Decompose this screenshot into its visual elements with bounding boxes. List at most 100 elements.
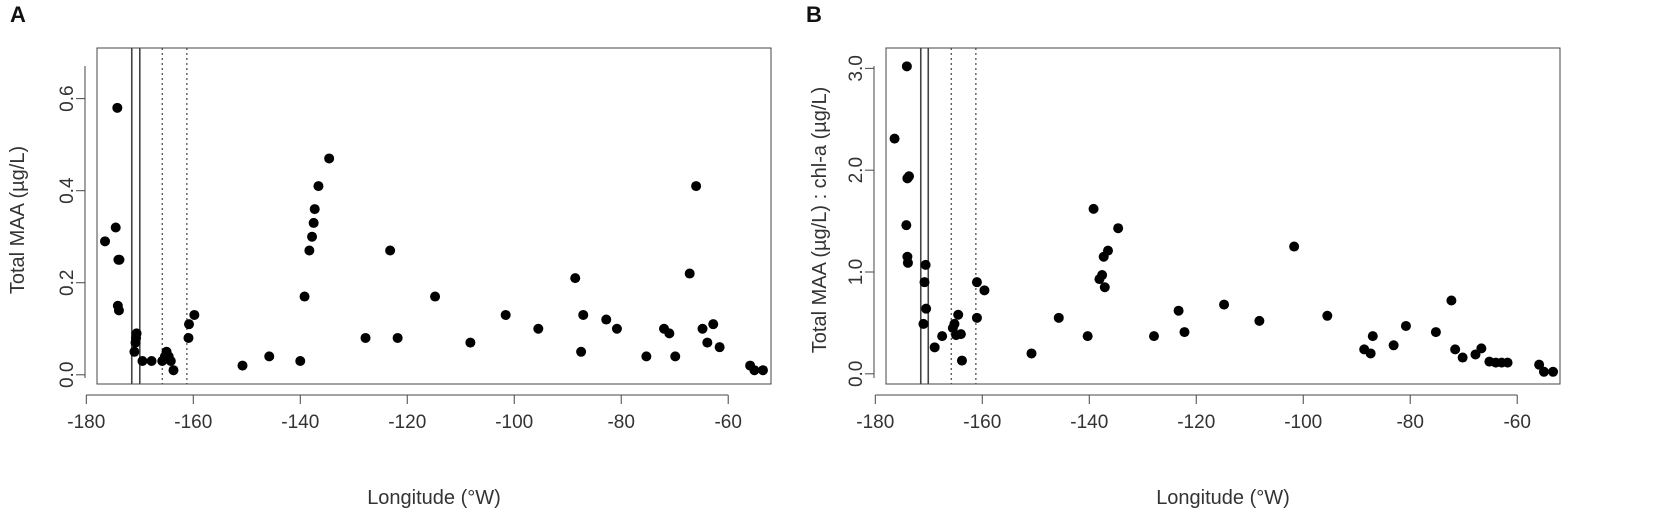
data-point — [611, 323, 622, 334]
y-axis-title: Total MAA (µg/L) — [7, 146, 29, 294]
data-point — [955, 329, 966, 340]
data-point — [937, 331, 948, 342]
data-point — [500, 309, 511, 320]
data-point — [184, 319, 195, 330]
data-point — [533, 323, 544, 334]
data-point — [641, 351, 652, 362]
data-point — [129, 346, 140, 357]
y-tick-label: 0.0 — [846, 361, 867, 387]
data-point — [392, 332, 403, 343]
data-point — [113, 305, 124, 316]
data-point — [949, 318, 960, 329]
x-tick-label: -180 — [67, 412, 105, 433]
data-point — [110, 222, 121, 233]
data-point — [1173, 305, 1184, 316]
x-tick-label: -80 — [607, 412, 634, 433]
x-tick-label: -60 — [714, 412, 741, 433]
y-tick-label: 1.0 — [846, 259, 867, 285]
data-point — [1026, 348, 1037, 359]
data-point — [114, 254, 125, 265]
data-point — [889, 133, 900, 144]
data-point — [324, 153, 335, 164]
data-point — [918, 318, 929, 329]
plot-frame — [96, 47, 772, 385]
data-point — [385, 245, 396, 256]
data-point — [313, 181, 324, 192]
data-point — [691, 181, 702, 192]
x-tick-label: -100 — [1284, 412, 1322, 433]
data-point — [1430, 327, 1441, 338]
data-point — [1097, 270, 1108, 281]
x-tick-label: -120 — [1177, 412, 1215, 433]
data-point — [1388, 340, 1399, 351]
data-point — [570, 273, 581, 284]
data-point — [1365, 348, 1376, 359]
data-point — [979, 285, 990, 296]
data-point — [309, 204, 320, 215]
data-point — [702, 337, 713, 348]
panel-a: A -180 -160 -140 -120 -100 -80 -60 0.0 0.2 0.4 0.6 L… — [7, 2, 772, 509]
data-point — [168, 365, 179, 376]
panel-letter: B — [806, 2, 822, 27]
x-tick-label: -140 — [1070, 412, 1108, 433]
data-point — [165, 355, 176, 366]
data-point — [929, 342, 940, 353]
y-tick-label: 0.6 — [57, 85, 78, 111]
data-point — [430, 291, 441, 302]
panel-b: B -180 -160 -140 -120 -100 -80 -60 0.0 1.0 2.0 3.0 L… — [806, 2, 1561, 509]
data-point — [1179, 327, 1190, 338]
x-tick-label: -80 — [1396, 412, 1423, 433]
data-point — [183, 332, 194, 343]
x-axis-title: Longitude (°W) — [367, 487, 501, 509]
data-point — [1476, 343, 1487, 354]
data-point — [1548, 366, 1559, 377]
data-point — [904, 171, 915, 182]
data-point — [708, 319, 719, 330]
data-point — [749, 365, 760, 376]
data-point — [971, 312, 982, 323]
data-point — [137, 355, 148, 366]
data-point — [360, 332, 371, 343]
data-point — [1102, 245, 1113, 256]
data-point — [295, 355, 306, 366]
x-tick-label: -120 — [388, 412, 426, 433]
data-point — [757, 365, 768, 376]
data-point — [1367, 331, 1378, 342]
plot-frame — [885, 47, 1561, 385]
data-point — [576, 346, 587, 357]
data-point — [1219, 299, 1230, 310]
data-point — [664, 328, 675, 339]
data-point — [1457, 352, 1468, 363]
data-point — [953, 309, 964, 320]
data-point — [901, 220, 912, 231]
data-point — [902, 257, 913, 268]
data-point — [307, 231, 318, 242]
data-point — [1088, 203, 1099, 214]
data-point — [670, 351, 681, 362]
data-point — [714, 342, 725, 353]
data-point — [146, 355, 157, 366]
data-point — [189, 309, 200, 320]
data-point — [1289, 241, 1300, 252]
x-tick-label: -100 — [495, 412, 533, 433]
x-tick-label: -140 — [281, 412, 319, 433]
data-point — [901, 61, 912, 72]
data-point — [1053, 312, 1064, 323]
data-point — [308, 217, 319, 228]
y-tick-label: 0.0 — [57, 362, 78, 388]
data-point — [264, 351, 275, 362]
data-point — [971, 277, 982, 288]
data-point — [465, 337, 476, 348]
data-point — [1113, 223, 1124, 234]
data-point — [112, 102, 123, 113]
data-point — [304, 245, 315, 256]
data-point — [697, 323, 708, 334]
data-point — [131, 328, 142, 339]
data-point — [299, 291, 310, 302]
data-point — [1400, 320, 1411, 331]
x-tick-label: -160 — [963, 412, 1001, 433]
data-point — [1538, 366, 1549, 377]
data-point — [919, 277, 930, 288]
data-point — [1322, 310, 1333, 321]
